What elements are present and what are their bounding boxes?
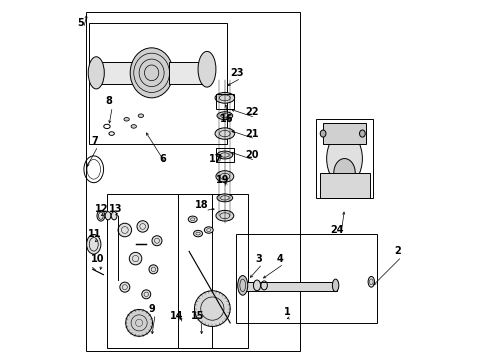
Text: 23: 23 (230, 68, 244, 78)
Text: 1: 1 (284, 307, 290, 317)
Bar (323, 123, 365, 144)
Text: 11: 11 (87, 229, 101, 239)
Ellipse shape (194, 291, 230, 327)
Text: 21: 21 (244, 129, 258, 139)
Ellipse shape (326, 132, 362, 185)
Ellipse shape (123, 117, 129, 121)
Text: 7: 7 (91, 136, 98, 146)
Bar (85, 12, 299, 351)
Text: 19: 19 (216, 175, 229, 185)
Bar (216, 148, 233, 162)
Text: 20: 20 (244, 150, 258, 160)
Ellipse shape (204, 227, 213, 233)
Ellipse shape (138, 114, 143, 117)
Ellipse shape (97, 210, 104, 221)
Ellipse shape (367, 276, 374, 287)
Ellipse shape (237, 275, 247, 295)
Bar (169, 62, 205, 84)
Ellipse shape (216, 210, 233, 221)
Text: 17: 17 (209, 154, 222, 163)
Ellipse shape (129, 252, 142, 265)
Text: 12: 12 (95, 203, 108, 213)
Bar (319, 173, 369, 198)
Bar (216, 94, 233, 109)
Text: 3: 3 (255, 253, 262, 264)
Ellipse shape (149, 265, 158, 274)
Text: 4: 4 (276, 253, 283, 264)
Ellipse shape (188, 216, 197, 222)
Ellipse shape (332, 279, 338, 292)
Ellipse shape (131, 125, 136, 128)
Text: 18: 18 (194, 200, 208, 210)
Ellipse shape (198, 51, 216, 87)
Bar (315, 119, 372, 198)
Ellipse shape (142, 290, 150, 299)
Ellipse shape (111, 212, 117, 220)
Ellipse shape (130, 48, 173, 98)
Bar (235, 234, 376, 323)
Ellipse shape (120, 282, 130, 292)
Text: 22: 22 (244, 107, 258, 117)
Bar (94, 62, 137, 84)
Ellipse shape (217, 112, 232, 120)
Ellipse shape (118, 223, 131, 237)
Text: 15: 15 (191, 311, 204, 321)
Ellipse shape (216, 171, 233, 182)
Ellipse shape (88, 57, 104, 89)
Text: 10: 10 (91, 253, 104, 264)
Text: 6: 6 (159, 154, 165, 163)
Text: 2: 2 (394, 247, 401, 256)
Ellipse shape (215, 128, 234, 139)
Ellipse shape (359, 130, 365, 137)
Bar (89, 23, 226, 144)
Bar (241, 282, 337, 291)
Text: 24: 24 (330, 225, 344, 235)
Ellipse shape (320, 130, 325, 137)
Ellipse shape (217, 194, 232, 202)
Ellipse shape (86, 234, 101, 254)
Text: 8: 8 (105, 96, 112, 107)
Ellipse shape (193, 230, 202, 237)
Text: 13: 13 (109, 203, 122, 213)
Ellipse shape (333, 158, 354, 187)
Text: 16: 16 (220, 114, 233, 124)
Bar (107, 194, 212, 348)
Ellipse shape (217, 151, 232, 159)
Text: 9: 9 (148, 303, 155, 314)
Ellipse shape (125, 310, 152, 336)
Ellipse shape (253, 280, 260, 291)
Ellipse shape (105, 212, 111, 220)
Text: 14: 14 (169, 311, 183, 321)
Bar (178, 194, 247, 348)
Text: 5: 5 (77, 18, 83, 28)
Ellipse shape (152, 236, 162, 246)
Ellipse shape (137, 221, 148, 232)
Ellipse shape (215, 93, 234, 103)
